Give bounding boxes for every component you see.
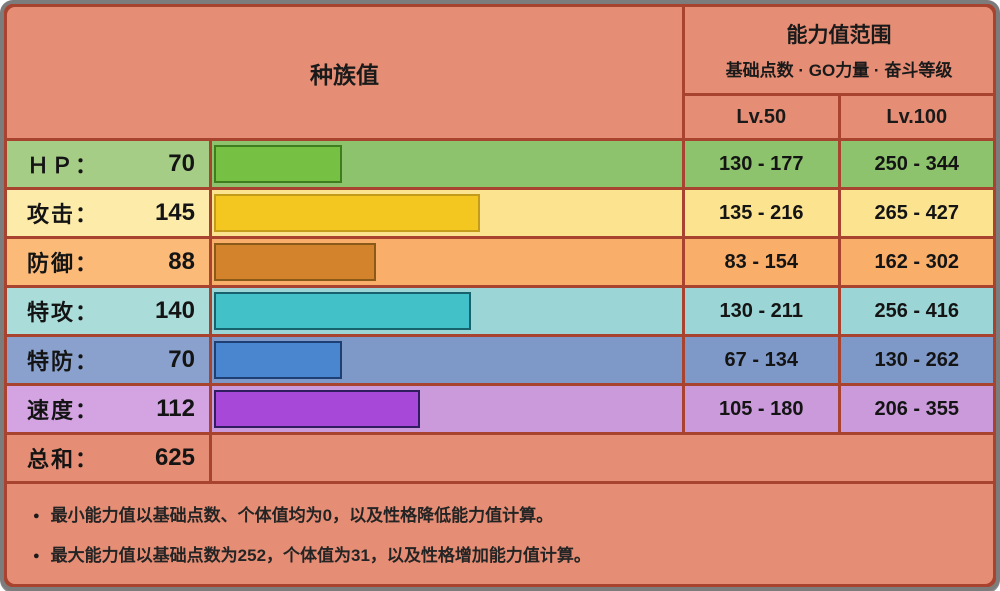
- stat-label: ＨＰ：: [27, 153, 100, 178]
- ability-range-header: 能力值范围 基础点数 · GO力量 · 奋斗等级: [685, 7, 993, 93]
- stat-label: 防御：: [27, 251, 100, 276]
- speed-bar-cell: [212, 386, 682, 432]
- sp-attack-stat-bar: [214, 292, 471, 330]
- lv50-column-header: Lv.50: [685, 96, 838, 138]
- min-stat-note: 最小能力值以基础点数、个体值均为0，以及性格降低能力值计算。: [33, 501, 975, 526]
- stat-value: 145: [154, 199, 195, 226]
- attack-lv50-range: 135 - 216: [685, 190, 838, 236]
- hp-lv50-range: 130 - 177: [685, 141, 838, 187]
- stat-value: 70: [168, 346, 195, 373]
- speed-lv100-range: 206 - 355: [840, 386, 993, 432]
- range-subtitle: 基础点数 · GO力量 · 奋斗等级: [725, 61, 953, 80]
- stat-label: 攻击：: [27, 202, 100, 227]
- hp-lv100-range: 250 - 344: [840, 141, 993, 187]
- defense-bar-cell: [212, 239, 682, 285]
- sp-defense-lv100-range: 130 - 262: [840, 337, 993, 383]
- total-label-cell: 总和： 625: [7, 435, 209, 481]
- sp-defense-bar-cell: [212, 337, 682, 383]
- stat-value: 88: [168, 248, 195, 275]
- range-title: 能力值范围: [786, 24, 892, 47]
- attack-lv100-range: 265 - 427: [840, 190, 993, 236]
- attack-label-cell: 攻击： 145: [7, 190, 209, 236]
- lv100-column-header: Lv.100: [840, 96, 993, 138]
- stat-label: 速度：: [27, 398, 100, 423]
- sp-defense-lv50-range: 67 - 134: [685, 337, 838, 383]
- max-stat-note: 最大能力值以基础点数为252，个体值为31，以及性格增加能力值计算。: [33, 541, 975, 566]
- defense-lv50-range: 83 - 154: [685, 239, 838, 285]
- attack-bar-cell: [212, 190, 682, 236]
- defense-lv100-range: 162 - 302: [840, 239, 993, 285]
- hp-bar-cell: [212, 141, 682, 187]
- stat-value: 70: [168, 150, 195, 177]
- stats-table: 种族值 能力值范围 基础点数 · GO力量 · 奋斗等级 Lv.50 Lv.10…: [4, 4, 996, 587]
- sp-defense-label-cell: 特防： 70: [7, 337, 209, 383]
- stat-value: 112: [156, 395, 195, 422]
- hp-label-cell: ＨＰ： 70: [7, 141, 209, 187]
- speed-label-cell: 速度： 112: [7, 386, 209, 432]
- speed-lv50-range: 105 - 180: [685, 386, 838, 432]
- hp-stat-bar: [214, 145, 343, 183]
- total-label: 总和：: [27, 447, 100, 472]
- defense-label-cell: 防御： 88: [7, 239, 209, 285]
- stat-label: 特防：: [27, 349, 100, 374]
- sp-attack-bar-cell: [212, 288, 682, 334]
- sp-attack-lv50-range: 130 - 211: [685, 288, 838, 334]
- footnotes: 最小能力值以基础点数、个体值均为0，以及性格降低能力值计算。 最大能力值以基础点…: [7, 484, 993, 584]
- sp-defense-stat-bar: [214, 341, 343, 379]
- speed-stat-bar: [214, 390, 420, 428]
- total-value: 625: [154, 444, 195, 471]
- defense-stat-bar: [214, 243, 376, 281]
- stat-value: 140: [154, 297, 195, 324]
- total-row-spacer: [212, 435, 993, 481]
- stat-label: 特攻：: [27, 300, 100, 325]
- attack-stat-bar: [214, 194, 481, 232]
- base-stats-header: 种族值: [7, 7, 682, 138]
- sp-attack-lv100-range: 256 - 416: [840, 288, 993, 334]
- sp-attack-label-cell: 特攻： 140: [7, 288, 209, 334]
